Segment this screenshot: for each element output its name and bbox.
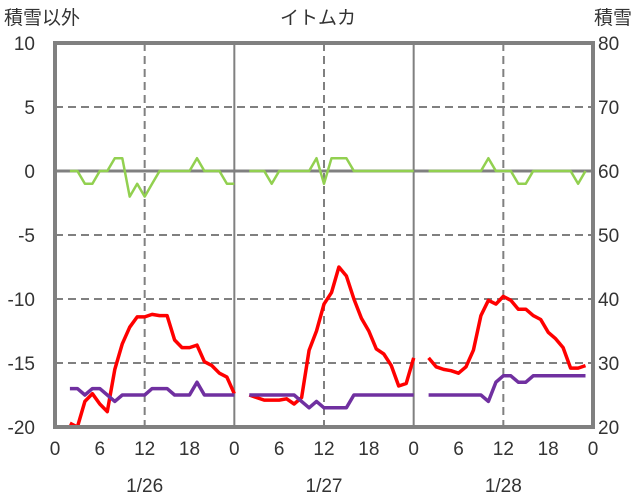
y-left-tick-label: -5	[18, 226, 35, 247]
x-tick-label: 0	[229, 439, 240, 460]
series-line-green	[428, 156, 587, 186]
x-tick-label: 18	[538, 439, 559, 460]
x-tick-label: 0	[50, 439, 61, 460]
x-tick-label: 18	[358, 439, 379, 460]
x-tick-label: 6	[95, 439, 106, 460]
day-label: 1/27	[306, 476, 343, 497]
x-tick-label: 12	[493, 439, 514, 460]
series-line-red	[248, 265, 416, 406]
day-label: 1/28	[485, 476, 522, 497]
x-tick-label: 12	[313, 439, 334, 460]
x-tick-label: 6	[453, 439, 464, 460]
x-tick-label: 0	[408, 439, 419, 460]
series-line-purple	[428, 374, 586, 404]
series-line-red	[69, 312, 236, 429]
right-axis-title: 積雪	[594, 7, 632, 29]
y-left-tick-label: 0	[24, 162, 35, 183]
y-right-tick-label: 60	[598, 162, 619, 183]
y-left-tick-label: -20	[8, 418, 35, 439]
series-line-red	[427, 294, 587, 375]
y-left-tick-label: -15	[8, 354, 35, 375]
series-line-purple	[69, 380, 235, 404]
series-line-purple	[249, 393, 414, 410]
x-tick-label: 18	[179, 439, 200, 460]
left-axis-title: 積雪以外	[4, 7, 80, 29]
chart-title: イトムカ	[280, 8, 356, 29]
x-tick-label: 12	[134, 439, 155, 460]
x-tick-label: 0	[588, 439, 599, 460]
y-right-tick-label: 30	[598, 354, 619, 375]
y-left-tick-label: 10	[14, 34, 35, 55]
series-line-green	[69, 156, 235, 198]
plot-frame	[53, 41, 595, 429]
y-right-tick-label: 50	[598, 226, 619, 247]
y-right-tick-label: 80	[598, 34, 619, 55]
y-right-tick-label: 20	[598, 418, 619, 439]
y-left-tick-label: 5	[24, 98, 35, 119]
x-tick-label: 6	[274, 439, 285, 460]
y-right-tick-label: 40	[598, 290, 619, 311]
y-left-tick-label: -10	[8, 290, 35, 311]
y-right-tick-label: 70	[598, 98, 619, 119]
day-label: 1/26	[126, 476, 163, 497]
series-line-green	[249, 156, 414, 186]
